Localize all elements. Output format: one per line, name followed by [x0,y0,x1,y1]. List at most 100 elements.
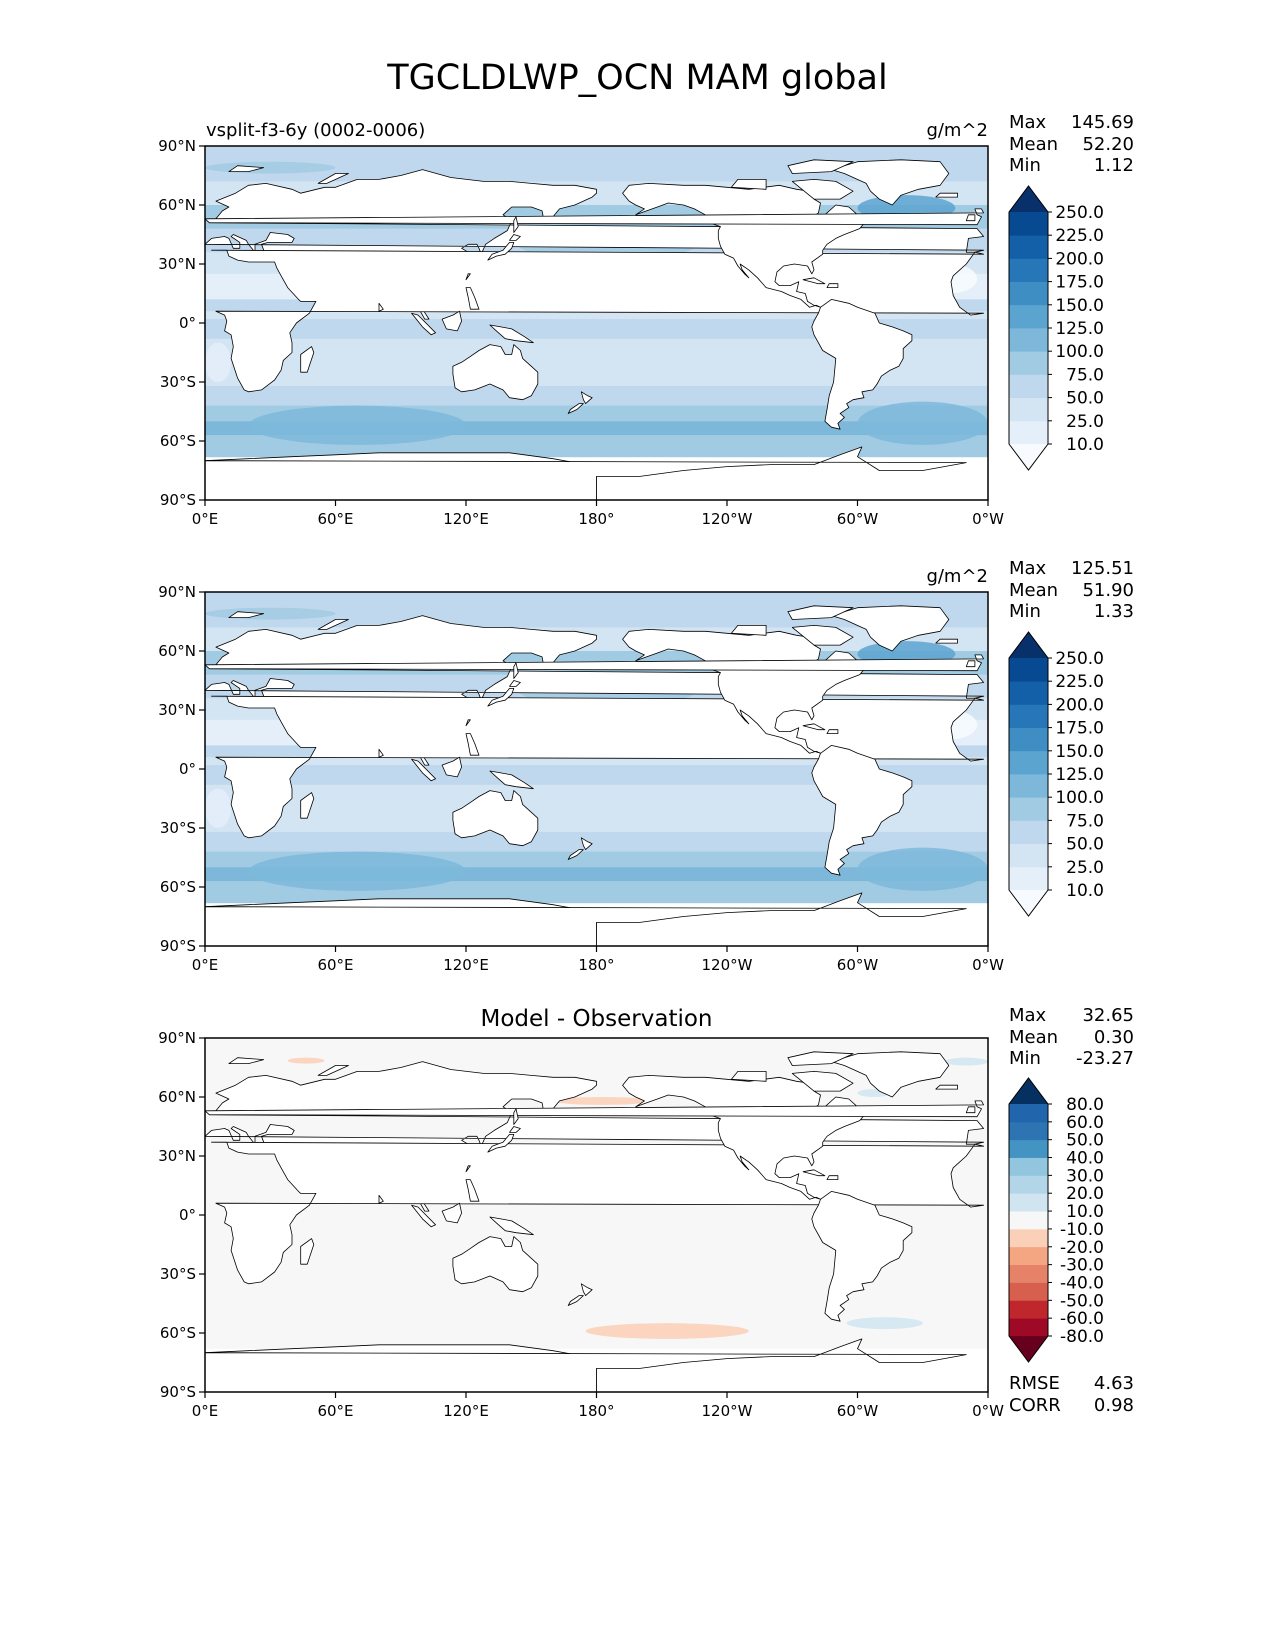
colorbar-tick-label: 10.0 [1066,1202,1104,1222]
colorbar-tick-label: 75.0 [1066,365,1104,385]
lon-tick-label: 120°W [702,510,753,528]
contour-band [205,831,988,853]
contour-feature [205,342,232,382]
colorbar-segment [1009,774,1048,798]
colorbar-segment [1009,797,1048,821]
colorbar-segment [1009,351,1048,375]
lat-tick-label: 90°S [160,1383,196,1401]
lat-tick-label: 90°N [158,140,196,155]
coastline-borneo [441,756,462,778]
lat-tick-label: 60°N [158,1088,196,1106]
coastline-south-america [811,1191,913,1322]
coastline-hokkaido [509,234,521,241]
stat-mean: Mean 0.30 [1009,1026,1134,1048]
colorbar-segment [1009,866,1048,891]
stat-mean: Mean 51.90 [1009,579,1134,601]
coastline-new-guinea [489,770,534,790]
figure-title: TGCLDLWP_OCN MAM global [387,58,888,98]
coastline-japan [487,688,515,707]
colorbar-extend-min [1009,890,1048,916]
colorbar-segment [1009,1104,1048,1123]
coastline-sumatra [411,312,436,336]
coastline-japan [487,1134,515,1153]
panel-2-units: g/m^2 [926,566,988,587]
colorbar-tick-label: -80.0 [1060,1327,1104,1347]
coastline-sakhalin [513,216,519,233]
contour-feature [205,607,336,620]
coastline-taiwan [465,273,471,281]
coastline-australia [452,1236,539,1293]
lon-tick-label: 0°W [972,1402,1004,1420]
coastline-sakhalin [513,662,519,679]
coastline-new-zealand-s [567,849,584,860]
colorbar-tick-label: 25.0 [1066,858,1104,878]
colorbar-tick-label: 80.0 [1066,1095,1104,1115]
lat-tick-label: 30°N [158,1147,196,1165]
colorbar-tick-label: 10.0 [1066,435,1104,455]
lon-tick-label: 60°W [837,510,879,528]
colorbar-segment [1009,1193,1048,1212]
map-field [205,146,988,500]
colorbar-extend-min [1009,444,1048,470]
colorbar-segment [1009,658,1048,682]
coastline-new-zealand-n [580,391,593,404]
stat-min: Min 1.33 [1009,601,1134,622]
lon-tick-label: 0°E [192,956,219,974]
colorbar-segment [1009,1175,1048,1194]
panel-3-colorbar: 80.060.050.040.030.020.010.0-10.0-20.0-3… [1008,1077,1104,1363]
colorbar-segment [1009,281,1048,306]
colorbar-tick-label: 150.0 [1055,296,1104,316]
lat-tick-label: 30°S [160,373,196,391]
colorbar-segment [1009,374,1048,398]
lon-tick-label: 180° [578,510,614,528]
coastline-taiwan [465,719,471,727]
contour-band [205,765,988,786]
coastline-new-zealand-s [567,1295,584,1306]
colorbar-tick-label: 25.0 [1066,412,1104,432]
lat-tick-label: 60°S [160,878,196,896]
coastline-hispaniola [826,1175,839,1180]
colorbar-tick-label: 50.0 [1066,1131,1104,1151]
panel-3-map: 90°N 60°N 30°N 0° 30°S 60°S 90°S0°E 60°E 120°E 18… [158,1032,1004,1420]
colorbar-tick-label: 100.0 [1055,342,1104,362]
coastline-madagascar [300,792,315,819]
stat-max: Max 32.65 [1009,1005,1134,1026]
lat-tick-label: 30°S [160,819,196,837]
colorbar-segment [1009,1282,1048,1301]
contour-band [205,385,988,407]
panel-3-metrics: RMSE 4.63 CORR 0.98 [1009,1373,1134,1416]
colorbar-tick-label: 250.0 [1055,203,1104,223]
panel-2-colorbar: 250.0 225.0 200.0 175.0 150.0 125.0 100.0 75.0 5… [1008,631,1104,917]
colorbar-tick-label: 225.0 [1055,226,1104,246]
coastline-hokkaido [509,1126,521,1133]
colorbar-segment [1009,1211,1048,1230]
colorbar-tick-label: 10.0 [1066,881,1104,901]
stat-max: Max 145.69 [1009,112,1134,133]
coastline-ellesmere [787,159,854,174]
colorbar-segment [1009,727,1048,752]
coastline-sumatra [411,1204,436,1228]
coastline-novaya-zemlya [317,619,349,630]
contour-feature [944,1057,988,1066]
contour-feature [553,1097,651,1105]
lat-tick-label: 0° [179,760,196,778]
colorbar-segment [1009,1318,1048,1337]
lat-tick-label: 90°S [160,491,196,509]
lat-tick-label: 30°N [158,255,196,273]
lon-tick-label: 60°W [837,1402,879,1420]
lon-tick-label: 0°E [192,510,219,528]
lat-tick-label: 30°N [158,701,196,719]
coastline-baffin [791,179,854,200]
lat-tick-label: 0° [179,1206,196,1224]
coastline-new-zealand-n [580,837,593,850]
coastline-greenland [831,159,950,206]
stat-mean: Mean 52.20 [1009,133,1134,155]
coastline-hispaniola [826,283,839,288]
coastline-svalbard [228,1057,265,1064]
colorbar-tick-label: 100.0 [1055,788,1104,808]
colorbar-tick-label: 75.0 [1066,811,1104,831]
coastline-cuba [802,723,826,731]
contour-feature [585,1323,749,1339]
lon-tick-label: 120°E [443,956,489,974]
coastline-sri-lanka [378,748,384,758]
